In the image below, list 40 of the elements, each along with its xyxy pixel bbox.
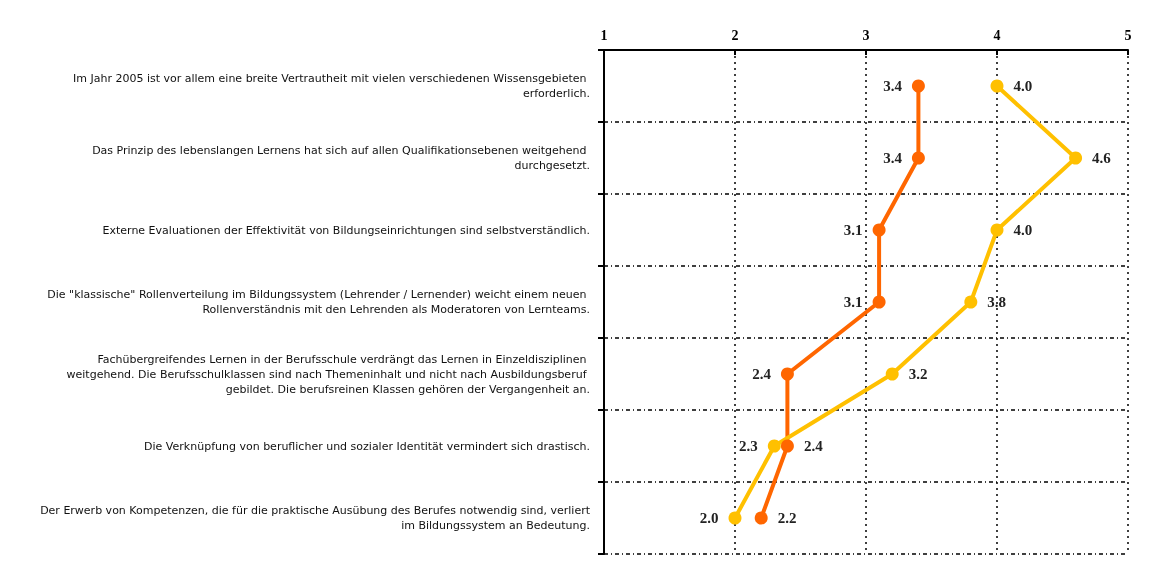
point bbox=[990, 223, 1004, 237]
point bbox=[728, 511, 742, 525]
point bbox=[780, 439, 794, 453]
data-label: 4.0 bbox=[1013, 222, 1033, 238]
x-tick-label: 1 bbox=[600, 27, 608, 43]
y-tick-label: Das Prinzip des lebenslangen Lernens hat sich auf allen Qualifikationsebenen weitgehend durchgesetzt. bbox=[92, 144, 590, 172]
point bbox=[1069, 151, 1083, 165]
y-tick-label: Fachübergreifendes Lernen in der Berufsschule verdrängt das Lernen in Einzeldisziplinen weitgehend. Die Berufsschulklassen sind nach Themeninhalt und nicht nach Ausbildungsberuf gebildet. Die berufsreinen Klassen gehören der Vergangenheit an. bbox=[66, 352, 590, 396]
point bbox=[990, 79, 1004, 93]
data-label: 2.2 bbox=[777, 510, 797, 526]
data-label: 3.1 bbox=[843, 294, 863, 310]
point bbox=[780, 367, 794, 381]
x-tick-label: 3 bbox=[862, 27, 870, 43]
y-tick-label: Der Erwerb von Kompetenzen, die für die praktische Ausübung des Berufes notwendig sind, verliert im Bildungssystem an Bedeutung. bbox=[40, 504, 591, 532]
point bbox=[872, 223, 886, 237]
x-tick-label: 5 bbox=[1124, 27, 1132, 43]
y-tick-label: Die "klassische" Rollenverteilung im Bildungssystem (Lehrender / Lernender) weicht einem neuen Rollenverständnis mit den Lehrenden als Moderatoren von Lernteams. bbox=[47, 288, 590, 316]
point bbox=[964, 295, 978, 309]
data-label: 3.2 bbox=[908, 366, 928, 382]
data-label: 3.8 bbox=[987, 294, 1007, 310]
y-tick-label: Die Verknüpfung von beruflicher und sozialer Identität vermindert sich drastisch. bbox=[144, 439, 590, 453]
point bbox=[767, 439, 781, 453]
data-label: 2.4 bbox=[803, 438, 824, 454]
point bbox=[885, 367, 899, 381]
point bbox=[911, 151, 925, 165]
point bbox=[872, 295, 886, 309]
y-tick-label: Im Jahr 2005 ist vor allem eine breite Vertrautheit mit vielen verschiedenen Wissensgebieten erforderlich. bbox=[72, 72, 590, 100]
x-tick-label: 2 bbox=[731, 27, 739, 43]
data-label: 4.0 bbox=[1013, 78, 1033, 94]
data-label: 2.4 bbox=[752, 366, 772, 382]
data-label: 3.4 bbox=[883, 150, 903, 166]
data-label: 3.4 bbox=[883, 78, 903, 94]
point bbox=[754, 511, 768, 525]
x-tick-label: 4 bbox=[993, 27, 1001, 43]
data-label: 2.3 bbox=[739, 438, 758, 454]
y-tick-label: Externe Evaluationen der Effektivität von Bildungseinrichtungen sind selbstverständlich. bbox=[102, 223, 590, 237]
point bbox=[911, 79, 925, 93]
data-label: 3.1 bbox=[843, 222, 863, 238]
data-label: 2.0 bbox=[699, 510, 719, 526]
data-label: 4.6 bbox=[1092, 150, 1112, 166]
